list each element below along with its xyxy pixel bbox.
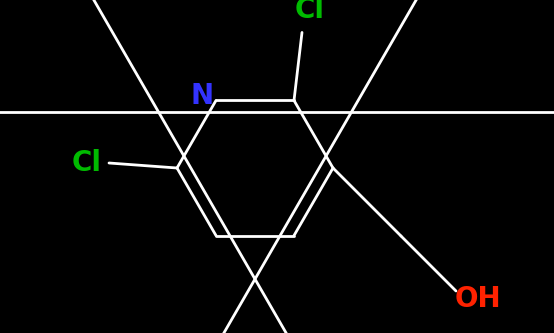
- Text: OH: OH: [455, 285, 501, 313]
- Text: N: N: [191, 83, 213, 111]
- Text: Cl: Cl: [72, 149, 102, 177]
- Text: Cl: Cl: [295, 0, 325, 24]
